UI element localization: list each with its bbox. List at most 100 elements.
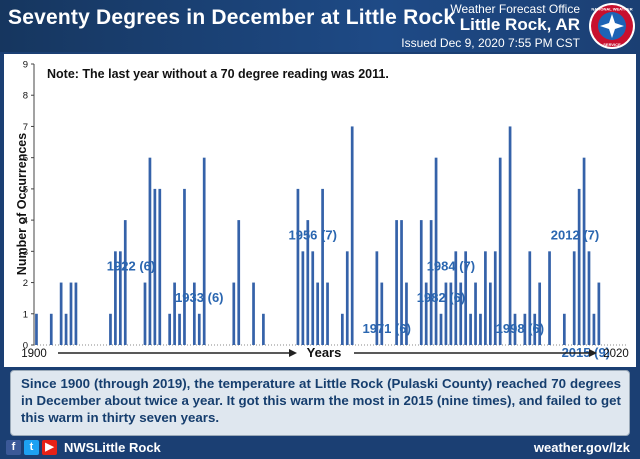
annotation-2012: 2012 (7) [551, 227, 599, 242]
bar-1934 [202, 157, 206, 345]
bar-1916 [114, 251, 117, 345]
social-handle[interactable]: NWSLittle Rock [64, 440, 161, 455]
bar-2001 [533, 313, 537, 345]
bar-1903 [49, 313, 53, 345]
bar-1979 [424, 282, 428, 345]
bar-1924 [153, 188, 157, 345]
x-arrow-right-head [589, 349, 597, 357]
bar-2000 [528, 251, 532, 345]
x-start-label: 1900 [21, 348, 47, 360]
bar-1985 [454, 251, 458, 345]
bar-1983 [444, 282, 448, 345]
bar-2011 [582, 157, 586, 345]
bar-1922 [143, 282, 147, 345]
issued-timestamp: Issued Dec 9, 2020 7:55 PM CST [401, 36, 580, 50]
bar-1915 [109, 313, 112, 345]
bar-2009 [572, 251, 576, 345]
bar-1927 [168, 313, 172, 345]
bar-1989 [474, 282, 477, 345]
bar-1969 [375, 251, 379, 345]
bar-1974 [400, 220, 403, 345]
facebook-icon[interactable]: f [6, 440, 21, 455]
annotation-1933: 1933 (6) [175, 290, 223, 305]
x-axis-label: Years [307, 345, 342, 360]
bar-2002 [538, 282, 542, 345]
page-title: Seventy Degrees in December at Little Ro… [8, 6, 456, 29]
bar-1953 [296, 188, 300, 345]
bar-2007 [562, 313, 566, 345]
logo-text-top: NATIONAL WEATHER [591, 7, 632, 12]
header-banner [0, 0, 640, 52]
x-arrow-left-head [289, 349, 297, 357]
bar-1962 [340, 313, 344, 345]
bar-1925 [158, 188, 162, 345]
bar-1933 [197, 313, 201, 345]
y-tick-label: 8 [23, 91, 28, 102]
bar-2004 [548, 251, 551, 345]
bar-2012 [587, 251, 591, 345]
bar-1959 [326, 282, 329, 345]
bar-1918 [123, 220, 127, 345]
bar-1970 [380, 282, 384, 345]
youtube-icon[interactable]: ▶ [42, 440, 57, 455]
bar-1980 [429, 220, 433, 345]
nws-logo: NATIONAL WEATHER SERVICE [589, 3, 635, 49]
y-tick-label: 7 [23, 122, 28, 133]
bar-1958 [321, 188, 324, 345]
bar-1986 [459, 282, 463, 345]
bar-1941 [237, 220, 241, 345]
y-tick-label: 6 [23, 153, 28, 164]
chart-panel: 0 1 2 3 4 5 6 7 8 9 1922 (6) 1933 (6) 1956 (7) 1971 … [4, 54, 636, 367]
caption-box: Since 1900 (through 2019), the temperatu… [10, 370, 630, 436]
bar-1984 [449, 282, 453, 345]
occurrence-bar-chart: 0 1 2 3 4 5 6 7 8 9 1922 (6) 1933 (6) 1956 (7) 1971 … [15, 60, 629, 361]
bar-1996 [508, 126, 512, 345]
bar-1906 [64, 313, 68, 345]
x-end-label: 2020 [603, 348, 629, 360]
bar-1955 [306, 220, 310, 345]
logo-text-bottom: SERVICE [603, 42, 621, 47]
website-link[interactable]: weather.gov/lzk [533, 440, 630, 455]
y-tick-label: 9 [23, 60, 28, 71]
bar-1975 [405, 282, 408, 345]
y-tick-label: 2 [23, 278, 28, 289]
bar-1978 [419, 220, 423, 345]
chart-note: Note: The last year without a 70 degree … [47, 67, 389, 81]
bar-1987 [464, 251, 468, 345]
bar-1994 [498, 157, 502, 345]
bar-1981 [434, 157, 438, 345]
bar-1907 [69, 282, 73, 345]
bar-1973 [395, 220, 398, 345]
office-label: Weather Forecast Office [450, 2, 580, 16]
bar-1992 [488, 282, 492, 345]
bar-1932 [192, 282, 196, 345]
bar-1990 [479, 313, 482, 345]
bar-1900 [35, 313, 38, 345]
bar-1964 [350, 126, 354, 345]
bar-2014 [597, 282, 601, 345]
twitter-icon[interactable]: t [24, 440, 39, 455]
annotation-1922: 1922 (6) [107, 259, 155, 274]
y-tick-label: 4 [23, 216, 28, 227]
bar-1954 [301, 251, 305, 345]
bar-1930 [183, 188, 186, 345]
y-axis-label: Number of Occurrences [15, 133, 29, 275]
bar-1991 [484, 251, 487, 345]
bar-1908 [74, 282, 78, 345]
bar-1999 [523, 313, 527, 345]
bar-1905 [59, 282, 63, 345]
annotation-1971: 1971 (6) [362, 321, 410, 336]
bar-2010 [577, 188, 581, 345]
y-tick-label: 0 [23, 341, 28, 352]
annotation-1984: 1984 (7) [427, 259, 475, 274]
bar-1997 [513, 313, 517, 345]
annotation-1998: 1998 (6) [496, 321, 544, 336]
annotation-1956: 1956 (7) [288, 227, 336, 242]
bar-1940 [232, 282, 236, 345]
bar-1993 [493, 251, 497, 345]
y-tick-label: 1 [23, 309, 28, 320]
bar-1956 [311, 251, 315, 345]
bar-2013 [592, 313, 596, 345]
annotation-1982: 1982 (6) [417, 290, 465, 305]
y-tick-label: 5 [23, 184, 28, 195]
